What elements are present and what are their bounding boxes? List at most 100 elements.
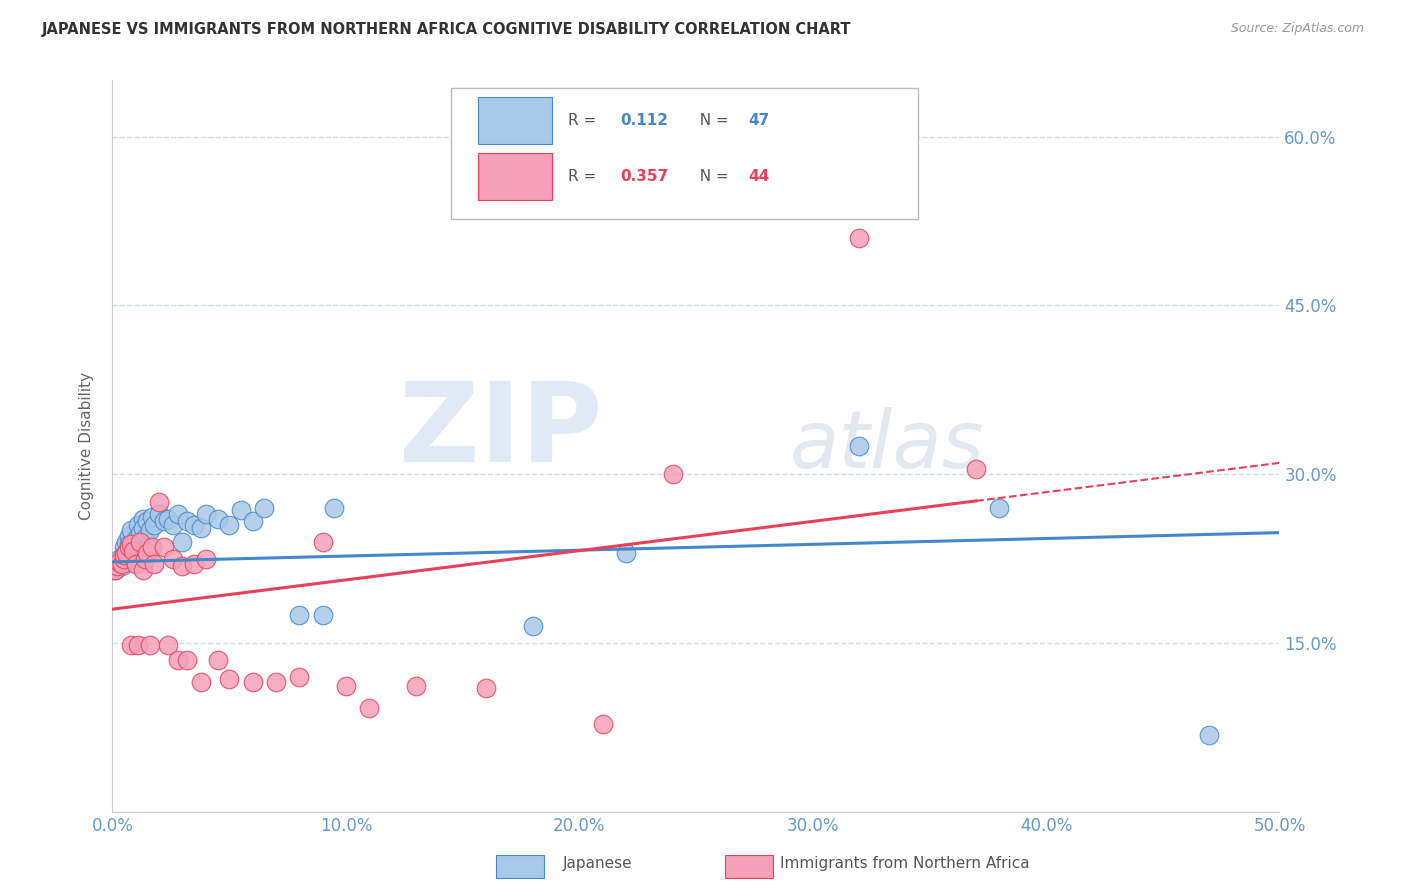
Point [132,512,155,526]
Point [405,679,427,693]
Point [475,681,498,695]
Point [115,534,138,549]
Text: R =: R = [568,113,600,128]
Point [125,551,148,566]
Point [148,495,170,509]
Point [120,543,142,558]
Point [848,439,870,453]
Point [112,546,135,560]
Point [335,679,357,693]
Text: Immigrants from Northern Africa: Immigrants from Northern Africa [780,856,1031,871]
Point [661,467,683,482]
Point [143,557,166,571]
Point [242,675,264,690]
Point [157,638,180,652]
Point [264,675,287,690]
Y-axis label: Cognitive Disability: Cognitive Disability [79,372,94,520]
Point [120,524,142,538]
Text: 47: 47 [748,113,769,128]
Point [848,231,870,245]
Point [141,541,163,555]
Text: atlas: atlas [789,407,984,485]
Point [190,521,212,535]
Point [172,534,194,549]
Point [988,500,1011,515]
Point [120,537,142,551]
Point [253,500,276,515]
Text: 0.357: 0.357 [620,169,668,185]
Point [139,524,162,538]
Point [143,517,166,532]
Point [105,557,128,571]
Point [134,551,156,566]
Point [522,619,544,633]
Point [141,509,163,524]
Point [176,653,198,667]
Point [118,537,141,551]
FancyBboxPatch shape [451,87,918,219]
Point [111,557,134,571]
Text: N =: N = [690,169,734,185]
Point [176,515,198,529]
Point [323,500,346,515]
Point [157,512,180,526]
Text: 0.112: 0.112 [620,113,668,128]
FancyBboxPatch shape [478,153,553,200]
Point [136,541,159,555]
Point [122,543,145,558]
Point [194,551,217,566]
Point [112,541,135,555]
Point [136,546,159,560]
Point [112,551,135,566]
Point [122,548,145,562]
Point [134,531,156,545]
Point [105,559,128,574]
Point [148,507,170,521]
Text: 44: 44 [748,169,769,185]
Point [112,548,135,562]
Point [183,557,205,571]
Point [111,559,134,574]
Point [229,503,252,517]
Text: JAPANESE VS IMMIGRANTS FROM NORTHERN AFRICA COGNITIVE DISABILITY CORRELATION CHA: JAPANESE VS IMMIGRANTS FROM NORTHERN AFR… [42,22,852,37]
Point [108,551,131,566]
Point [127,517,149,532]
Text: ZIP: ZIP [399,378,603,485]
Point [166,507,188,521]
Point [132,521,155,535]
Point [127,638,149,652]
Point [132,563,155,577]
Point [183,517,205,532]
Point [139,638,162,652]
Point [118,541,141,555]
Point [153,541,176,555]
Text: Source: ZipAtlas.com: Source: ZipAtlas.com [1230,22,1364,36]
Point [218,672,240,686]
Text: Japanese: Japanese [562,856,633,871]
Point [311,534,333,549]
Point [125,533,148,547]
Point [194,507,217,521]
Text: R =: R = [568,169,600,185]
Point [108,555,131,569]
Point [190,675,212,690]
Text: N =: N = [690,113,734,128]
Point [166,653,188,667]
FancyBboxPatch shape [478,97,553,144]
Point [218,517,240,532]
Point [172,559,194,574]
Point [125,557,148,571]
Point [129,525,152,540]
Point [115,546,138,560]
Point [359,701,381,715]
Point [153,515,176,529]
Point [207,512,229,526]
Point [207,653,229,667]
Point [965,461,987,475]
Point [288,607,311,622]
Point [288,670,311,684]
Point [104,563,127,577]
Point [118,529,141,543]
Point [162,551,184,566]
Point [311,607,333,622]
